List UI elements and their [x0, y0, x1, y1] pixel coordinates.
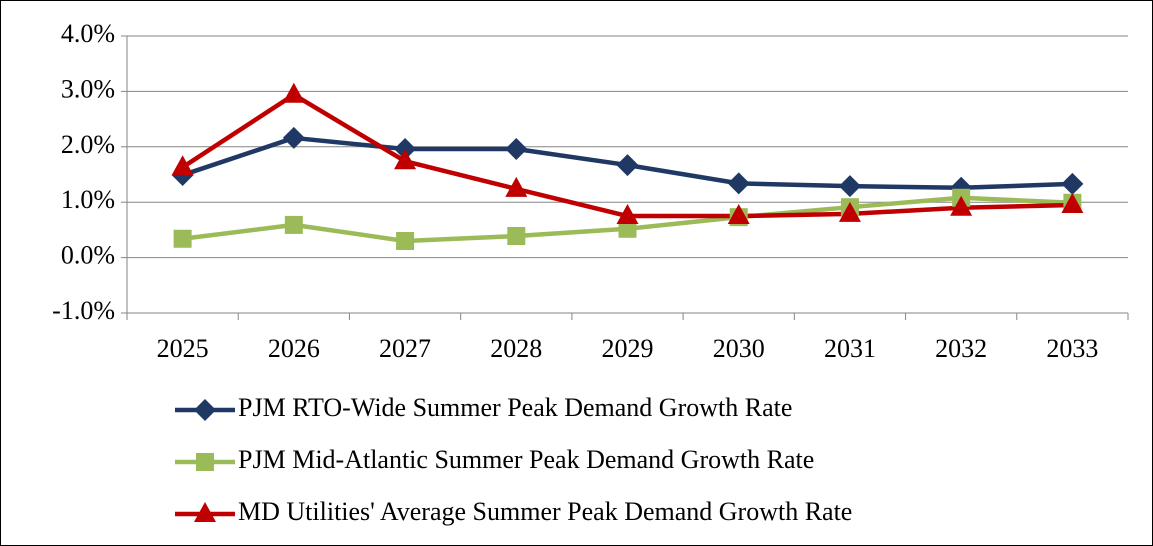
marker [1061, 192, 1084, 213]
marker [505, 138, 528, 161]
x-tick-label: 2032 [935, 334, 987, 363]
marker [394, 149, 417, 170]
marker [507, 226, 526, 245]
marker [618, 219, 637, 238]
marker [396, 231, 415, 250]
y-tick-label: 3.0% [61, 74, 115, 103]
marker [727, 204, 750, 225]
y-tick-label: 4.0% [61, 19, 115, 48]
legend-label: MD Utilities' Average Summer Peak Demand… [238, 497, 852, 526]
x-tick-label: 2028 [490, 334, 542, 363]
y-tick-label: 0.0% [61, 241, 115, 270]
y-tick-label: -1.0% [52, 296, 115, 325]
x-tick-label: 2033 [1046, 334, 1098, 363]
legend-label: PJM Mid-Atlantic Summer Peak Demand Grow… [238, 445, 814, 474]
marker [196, 453, 214, 471]
y-tick-label: 2.0% [61, 130, 115, 159]
marker [394, 138, 417, 161]
marker [838, 175, 861, 198]
marker [284, 215, 303, 234]
x-tick-label: 2025 [157, 334, 209, 363]
x-tick-label: 2029 [602, 334, 654, 363]
marker [282, 82, 305, 103]
marker [194, 502, 216, 522]
marker [173, 229, 192, 248]
marker [1061, 172, 1084, 195]
marker [616, 204, 639, 225]
marker [727, 172, 750, 195]
marker [194, 399, 216, 421]
x-tick-label: 2027 [379, 334, 431, 363]
marker [505, 176, 528, 197]
marker [282, 126, 305, 149]
marker [616, 154, 639, 177]
marker [171, 155, 194, 176]
legend-label: PJM RTO-Wide Summer Peak Demand Growth R… [238, 393, 792, 422]
x-tick-label: 2031 [824, 334, 876, 363]
marker [950, 195, 973, 216]
x-tick-label: 2026 [268, 334, 320, 363]
y-tick-label: 1.0% [61, 185, 115, 214]
marker [838, 201, 861, 222]
x-tick-label: 2030 [713, 334, 765, 363]
